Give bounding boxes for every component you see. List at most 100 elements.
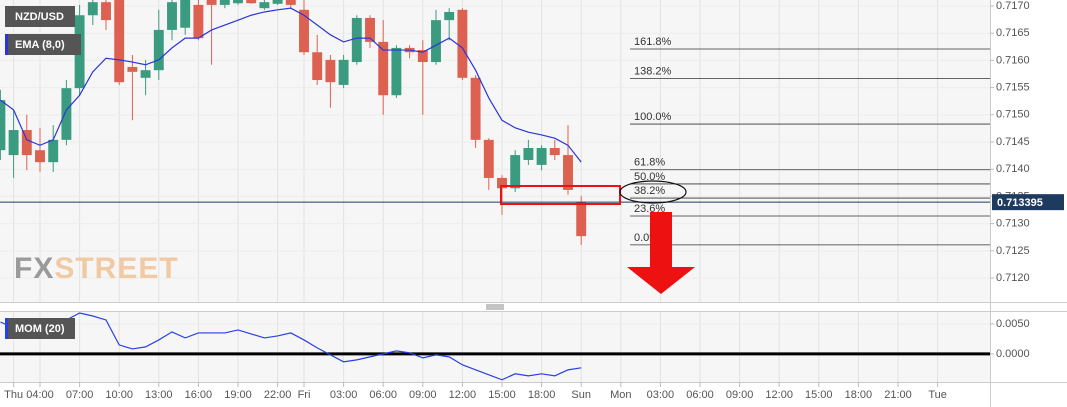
candle-body: [233, 0, 243, 4]
candle-body: [299, 9, 309, 53]
candle-body: [101, 2, 111, 21]
y-tick-label: 0.7125: [996, 245, 1030, 257]
candle-body: [497, 177, 507, 189]
fib-label: 161.8%: [634, 36, 672, 48]
watermark-prefix: FX: [14, 252, 54, 285]
watermark-suffix: STREET: [54, 252, 178, 285]
last-price-box: [992, 194, 1064, 211]
candle-body: [351, 17, 362, 63]
grid: [0, 312, 990, 382]
indicator-box: [5, 318, 75, 339]
x-tick-label: 12:00: [765, 389, 793, 401]
resize-handle[interactable]: [486, 304, 504, 310]
indicator-swatch: [5, 34, 8, 55]
x-tick-label: 16:00: [185, 389, 213, 401]
y-tick-label: 0.7165: [996, 27, 1030, 39]
highlight-box: [500, 185, 621, 205]
fib-label: 138.2%: [634, 65, 672, 77]
overlay: 161.8%138.2%100.0%61.8%50.0%38.2%23.6%0.…: [630, 36, 990, 246]
fib-label: 23.6%: [634, 203, 665, 215]
candle-body: [431, 20, 441, 63]
x-tick-label: 07:00: [66, 389, 94, 401]
candle-body: [272, 0, 283, 4]
momentum-plot: [0, 312, 990, 381]
indicator-label: EMA (8,0): [15, 39, 65, 51]
candle-body: [457, 9, 468, 78]
candle-body: [140, 70, 151, 78]
x-tick-label: 18:00: [845, 389, 873, 401]
x-tick-label: 15:00: [488, 389, 516, 401]
y-tick-label: 0.7155: [996, 82, 1030, 94]
y-tick-label: 0.7150: [996, 109, 1030, 121]
y-tick-label: 0.7145: [996, 136, 1030, 148]
symbol-label: NZD/USD: [15, 11, 64, 23]
candle-body: [549, 148, 560, 156]
candle-body: [536, 148, 547, 165]
y-tick-label: 0.7130: [996, 218, 1030, 230]
x-tick-label: 09:00: [726, 389, 754, 401]
candle-body: [193, 4, 204, 39]
x-tick-label: Sun: [571, 389, 591, 401]
x-tick-label: 19:00: [224, 389, 252, 401]
symbol-box: [5, 6, 75, 27]
x-tick-label: 10:00: [105, 389, 133, 401]
down-arrow: [627, 212, 695, 294]
indicator-box: [5, 34, 81, 55]
candle-body: [365, 17, 375, 42]
indicator-swatch: [5, 318, 8, 339]
candle-body: [127, 66, 138, 72]
legend-box: NZD/USD EMA (8,0) MOM (20): [5, 6, 81, 339]
candle-body: [470, 77, 481, 140]
candle-body: [180, 0, 191, 28]
fib-label: 61.8%: [634, 157, 665, 169]
x-tick-label: 18:00: [528, 389, 556, 401]
x-tick-label: 21:00: [884, 389, 912, 401]
candle-body: [114, 0, 125, 83]
candle-body: [0, 100, 6, 151]
candle-body: [285, 0, 296, 5]
candle-body: [417, 50, 428, 63]
x-tick-label: Tue: [928, 389, 947, 401]
candle-body: [206, 0, 217, 5]
candle-body: [338, 59, 349, 85]
candle-body: [391, 47, 402, 96]
x-tick-label: 15:00: [805, 389, 833, 401]
candle-body: [35, 150, 45, 163]
candle-body: [167, 2, 177, 30]
y-tick-label: 0.0050: [996, 318, 1030, 330]
candle-body: [153, 29, 164, 71]
candle-body: [444, 11, 455, 21]
y-tick-label: 0.7140: [996, 163, 1030, 175]
x-tick-label: Mon: [610, 389, 631, 401]
momentum-panel: [0, 312, 990, 382]
y-tick-label: 0.7120: [996, 272, 1030, 284]
indicator-label: MOM (20): [15, 323, 65, 335]
candle-body: [325, 59, 336, 83]
candle-body: [87, 2, 98, 16]
fib-label: 100.0%: [634, 111, 672, 123]
highlight-ellipse: [619, 180, 687, 204]
candle-body: [576, 201, 587, 237]
y-tick-label: 0.7170: [996, 0, 1030, 12]
x-tick-label: Fri: [298, 389, 311, 401]
y-tick-label: 0.7160: [996, 54, 1030, 66]
x-tick-label: 03:00: [330, 389, 358, 401]
fib-label: 50.0%: [634, 171, 665, 183]
x-tick-label: 22:00: [264, 389, 292, 401]
candle-body: [21, 130, 32, 156]
indicator-line: [0, 312, 582, 381]
candle-body: [312, 52, 323, 80]
candle-body: [8, 130, 19, 156]
x-tick-label: 04:00: [26, 389, 54, 401]
candle-body: [483, 139, 494, 178]
x-tick-label: 06:00: [369, 389, 397, 401]
last-price-label: 0.713395: [997, 197, 1043, 209]
x-tick-label: 03:00: [647, 389, 675, 401]
fib-label: 38.2%: [634, 185, 665, 197]
candle-body: [510, 155, 521, 189]
candle-body: [259, 2, 270, 9]
x-tick-label: 12:00: [449, 389, 477, 401]
candle-body: [48, 139, 59, 163]
y-tick-label: 0.0000: [996, 348, 1030, 360]
